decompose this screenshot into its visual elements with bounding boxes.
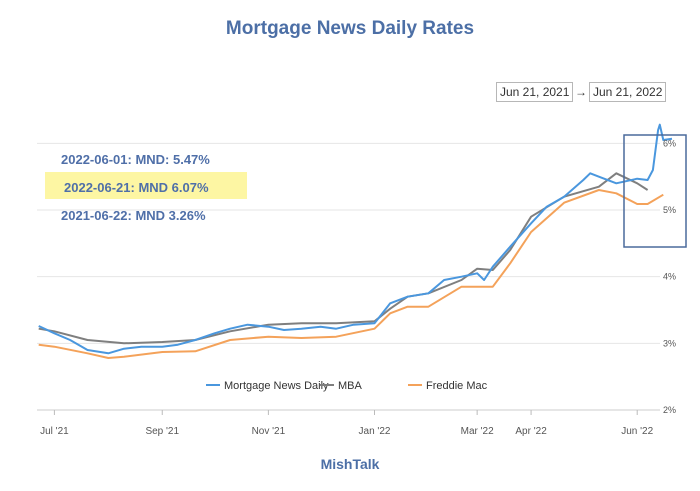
range-end-input[interactable]: Jun 21, 2022 — [589, 82, 667, 102]
y-tick-label: 3% — [663, 338, 676, 348]
x-tick-label: Jul '21 — [40, 426, 69, 437]
y-tick-label: 5% — [663, 205, 676, 215]
x-tick-label: Mar '22 — [461, 426, 494, 437]
annotation-mnd-june21: 2022-06-21: MND 6.07% — [64, 180, 209, 195]
x-tick-label: Sep '21 — [145, 426, 179, 437]
annotation-mnd-june1: 2022-06-01: MND: 5.47% — [61, 152, 210, 167]
legend-label-mba[interactable]: MBA — [338, 380, 363, 392]
legend-label-mortgage-news-daily[interactable]: Mortgage News Daily — [224, 380, 329, 392]
annotation-highlight — [45, 172, 247, 199]
mortgage-news-daily-line — [38, 123, 673, 355]
freddie-mac-line — [38, 189, 664, 359]
recent-rates-focus-box — [623, 134, 687, 248]
legend-label-freddie-mac[interactable]: Freddie Mac — [426, 380, 488, 392]
range-start-input[interactable]: Jun 21, 2021 — [496, 82, 574, 102]
y-tick-label: 2% — [663, 405, 676, 415]
x-tick-label: Nov '21 — [252, 426, 286, 437]
source-label: MishTalk — [320, 456, 380, 472]
annotation-mnd-june2021: 2021-06-22: MND 3.26% — [61, 208, 206, 223]
mba-line — [38, 172, 649, 345]
range-arrow: → — [575, 85, 587, 99]
x-tick-label: Jun '22 — [621, 426, 653, 437]
x-tick-label: Jan '22 — [359, 426, 391, 437]
y-tick-label: 4% — [663, 272, 676, 282]
chart-title: Mortgage News Daily Rates — [225, 18, 475, 39]
y-tick-label: 6% — [663, 138, 676, 148]
x-tick-label: Apr '22 — [515, 426, 547, 437]
